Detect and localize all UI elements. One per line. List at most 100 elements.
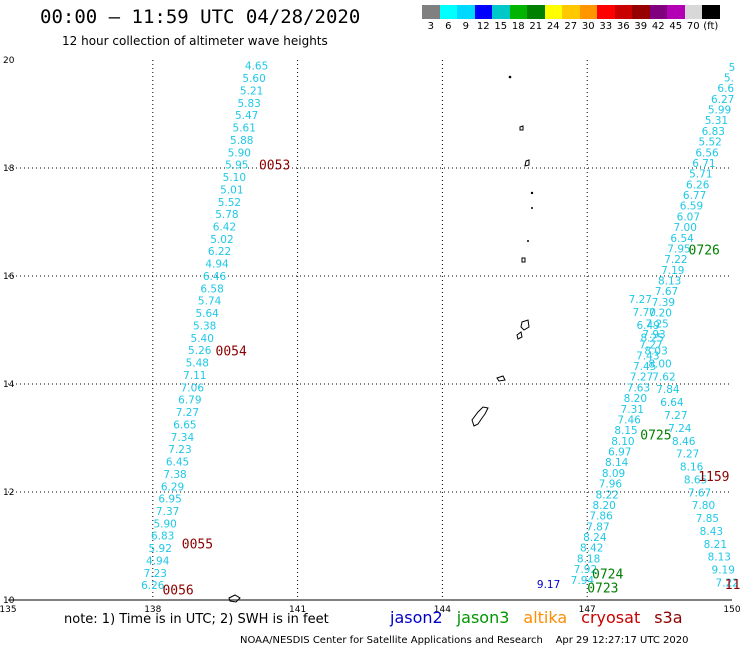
swh-value: 6.49 bbox=[636, 320, 659, 332]
island-saipan bbox=[520, 319, 530, 331]
color-scale-label: 24 bbox=[546, 21, 560, 32]
swh-value: 6.29 bbox=[161, 481, 184, 493]
pass-time-label: 1159 bbox=[698, 470, 729, 485]
swh-value: 5.38 bbox=[193, 320, 216, 332]
island-southwest bbox=[228, 594, 241, 603]
island-north-5 bbox=[531, 207, 533, 209]
color-swatch bbox=[649, 5, 667, 19]
color-scale-label: 18 bbox=[511, 21, 525, 32]
swh-value: 7.67 bbox=[688, 487, 711, 499]
swh-value: 7.96 bbox=[599, 479, 623, 491]
color-swatch bbox=[509, 5, 527, 19]
color-swatch bbox=[684, 5, 702, 19]
swh-value: 7.45 bbox=[633, 361, 656, 373]
swh-value: 5.92 bbox=[149, 543, 172, 555]
swh-value: 6.6 bbox=[717, 83, 734, 95]
swh-value: 7.70 bbox=[633, 307, 656, 319]
swh-value: 6.26 bbox=[686, 179, 710, 191]
swh-value: 6.95 bbox=[158, 494, 181, 506]
swh-value: 7.34 bbox=[171, 432, 195, 444]
pass-time-label: 115 bbox=[725, 578, 740, 593]
island-north-6 bbox=[527, 240, 529, 242]
swh-value: 6.77 bbox=[683, 190, 706, 202]
swh-value: 7.87 bbox=[586, 521, 609, 533]
swh-value: 8.00 bbox=[648, 358, 671, 370]
color-swatch bbox=[457, 5, 475, 19]
swh-value: 5.60 bbox=[242, 73, 265, 85]
color-scale-label: 15 bbox=[494, 21, 508, 32]
swh-value: 7.25 bbox=[645, 318, 668, 330]
swh-value: 6.79 bbox=[178, 395, 201, 407]
swh-value: 7.38 bbox=[163, 469, 186, 481]
island-guam bbox=[471, 406, 489, 427]
swh-value: 7.85 bbox=[696, 513, 719, 525]
swh-value: 5. bbox=[724, 72, 734, 84]
swh-value: 9.17 bbox=[537, 579, 560, 591]
pass-time-label: 0056 bbox=[162, 584, 193, 599]
swh-value: 8.03 bbox=[644, 346, 667, 358]
color-scale-label: 9 bbox=[462, 21, 469, 32]
color-scale-label: 42 bbox=[651, 21, 665, 32]
color-swatch bbox=[632, 5, 650, 19]
swh-value: 5.21 bbox=[240, 85, 263, 97]
swh-value: 7.31 bbox=[621, 404, 644, 416]
swh-value: 6.07 bbox=[677, 211, 700, 223]
swh-value: 8.20 bbox=[592, 500, 615, 512]
swh-value: 8.20 bbox=[624, 393, 647, 405]
island-tinian bbox=[516, 331, 523, 340]
swh-value: 6.42 bbox=[213, 222, 236, 234]
swh-value: 5.64 bbox=[195, 308, 219, 320]
swh-value: 8.25 bbox=[640, 333, 663, 345]
color-scale-labels: 3 6 9 12 15 18 21 24 27 30 33 36 39 42 45 70 (ft) bbox=[422, 21, 720, 32]
swh-value: 8.14 bbox=[605, 457, 629, 469]
units-note: note: 1) Time is in UTC; 2) SWH is in fe… bbox=[64, 612, 329, 627]
swh-value: 7.93 bbox=[642, 329, 665, 341]
swh-value: 8.43 bbox=[700, 526, 723, 538]
swh-value: 7.06 bbox=[181, 382, 205, 394]
pass-time-label: 0726 bbox=[689, 243, 720, 258]
swh-value: 7.67 bbox=[655, 286, 678, 298]
legend-entry-altika: altika bbox=[523, 608, 568, 627]
color-swatch bbox=[562, 5, 580, 19]
swh-value: 8.22 bbox=[596, 489, 619, 501]
swh-value: 8.24 bbox=[583, 532, 607, 544]
swh-value: 7.00 bbox=[674, 222, 697, 234]
swh-value: 7.62 bbox=[652, 371, 675, 383]
lon-tick-label: 141 bbox=[289, 605, 306, 615]
swh-value: 4.94 bbox=[146, 555, 170, 567]
swh-value: 6.22 bbox=[208, 246, 231, 258]
swh-value: 7.46 bbox=[617, 414, 641, 426]
swh-value: 7.39 bbox=[652, 297, 675, 309]
swh-value: 8.42 bbox=[580, 543, 603, 555]
lon-tick-label: 150 bbox=[723, 605, 740, 615]
swh-value: 8.65 bbox=[684, 474, 707, 486]
credit-footer: NOAA/NESDIS Center for Satellite Applica… bbox=[240, 635, 689, 646]
lon-tick-label: 138 bbox=[144, 605, 161, 615]
pass-time-label: 0053 bbox=[259, 159, 290, 174]
swh-value: 5.90 bbox=[153, 518, 176, 530]
swh-value: 6.56 bbox=[695, 147, 719, 159]
color-swatch bbox=[667, 5, 685, 19]
lon-tick-label: 135 bbox=[0, 605, 17, 615]
swh-value: 6.59 bbox=[680, 201, 703, 213]
color-scale-label: 30 bbox=[581, 21, 595, 32]
swh-value: 5.31 bbox=[705, 115, 728, 127]
color-swatch bbox=[614, 5, 632, 19]
swh-value: 6.54 bbox=[670, 233, 694, 245]
swh-value: 6.46 bbox=[203, 271, 227, 283]
map-title: 00:00 – 11:59 UTC 04/28/2020 bbox=[40, 6, 361, 28]
satellite-legend: jason2 jason3 altika cryosat s3a bbox=[390, 608, 697, 627]
swh-value: 8.21 bbox=[704, 539, 727, 551]
color-scale-label: 12 bbox=[476, 21, 490, 32]
swh-value: 6.97 bbox=[608, 447, 631, 459]
pass-time-label: 0054 bbox=[216, 344, 247, 359]
color-scale-bar bbox=[422, 5, 720, 19]
island-outlines bbox=[228, 75, 534, 603]
swh-value: 5.02 bbox=[210, 234, 233, 246]
swh-value: 5.01 bbox=[220, 184, 243, 196]
swh-value: 5.74 bbox=[198, 296, 222, 308]
swh-value: 5.40 bbox=[191, 333, 214, 345]
legend-entry-jason3: jason3 bbox=[456, 608, 510, 627]
swh-value: 6.71 bbox=[692, 158, 715, 170]
